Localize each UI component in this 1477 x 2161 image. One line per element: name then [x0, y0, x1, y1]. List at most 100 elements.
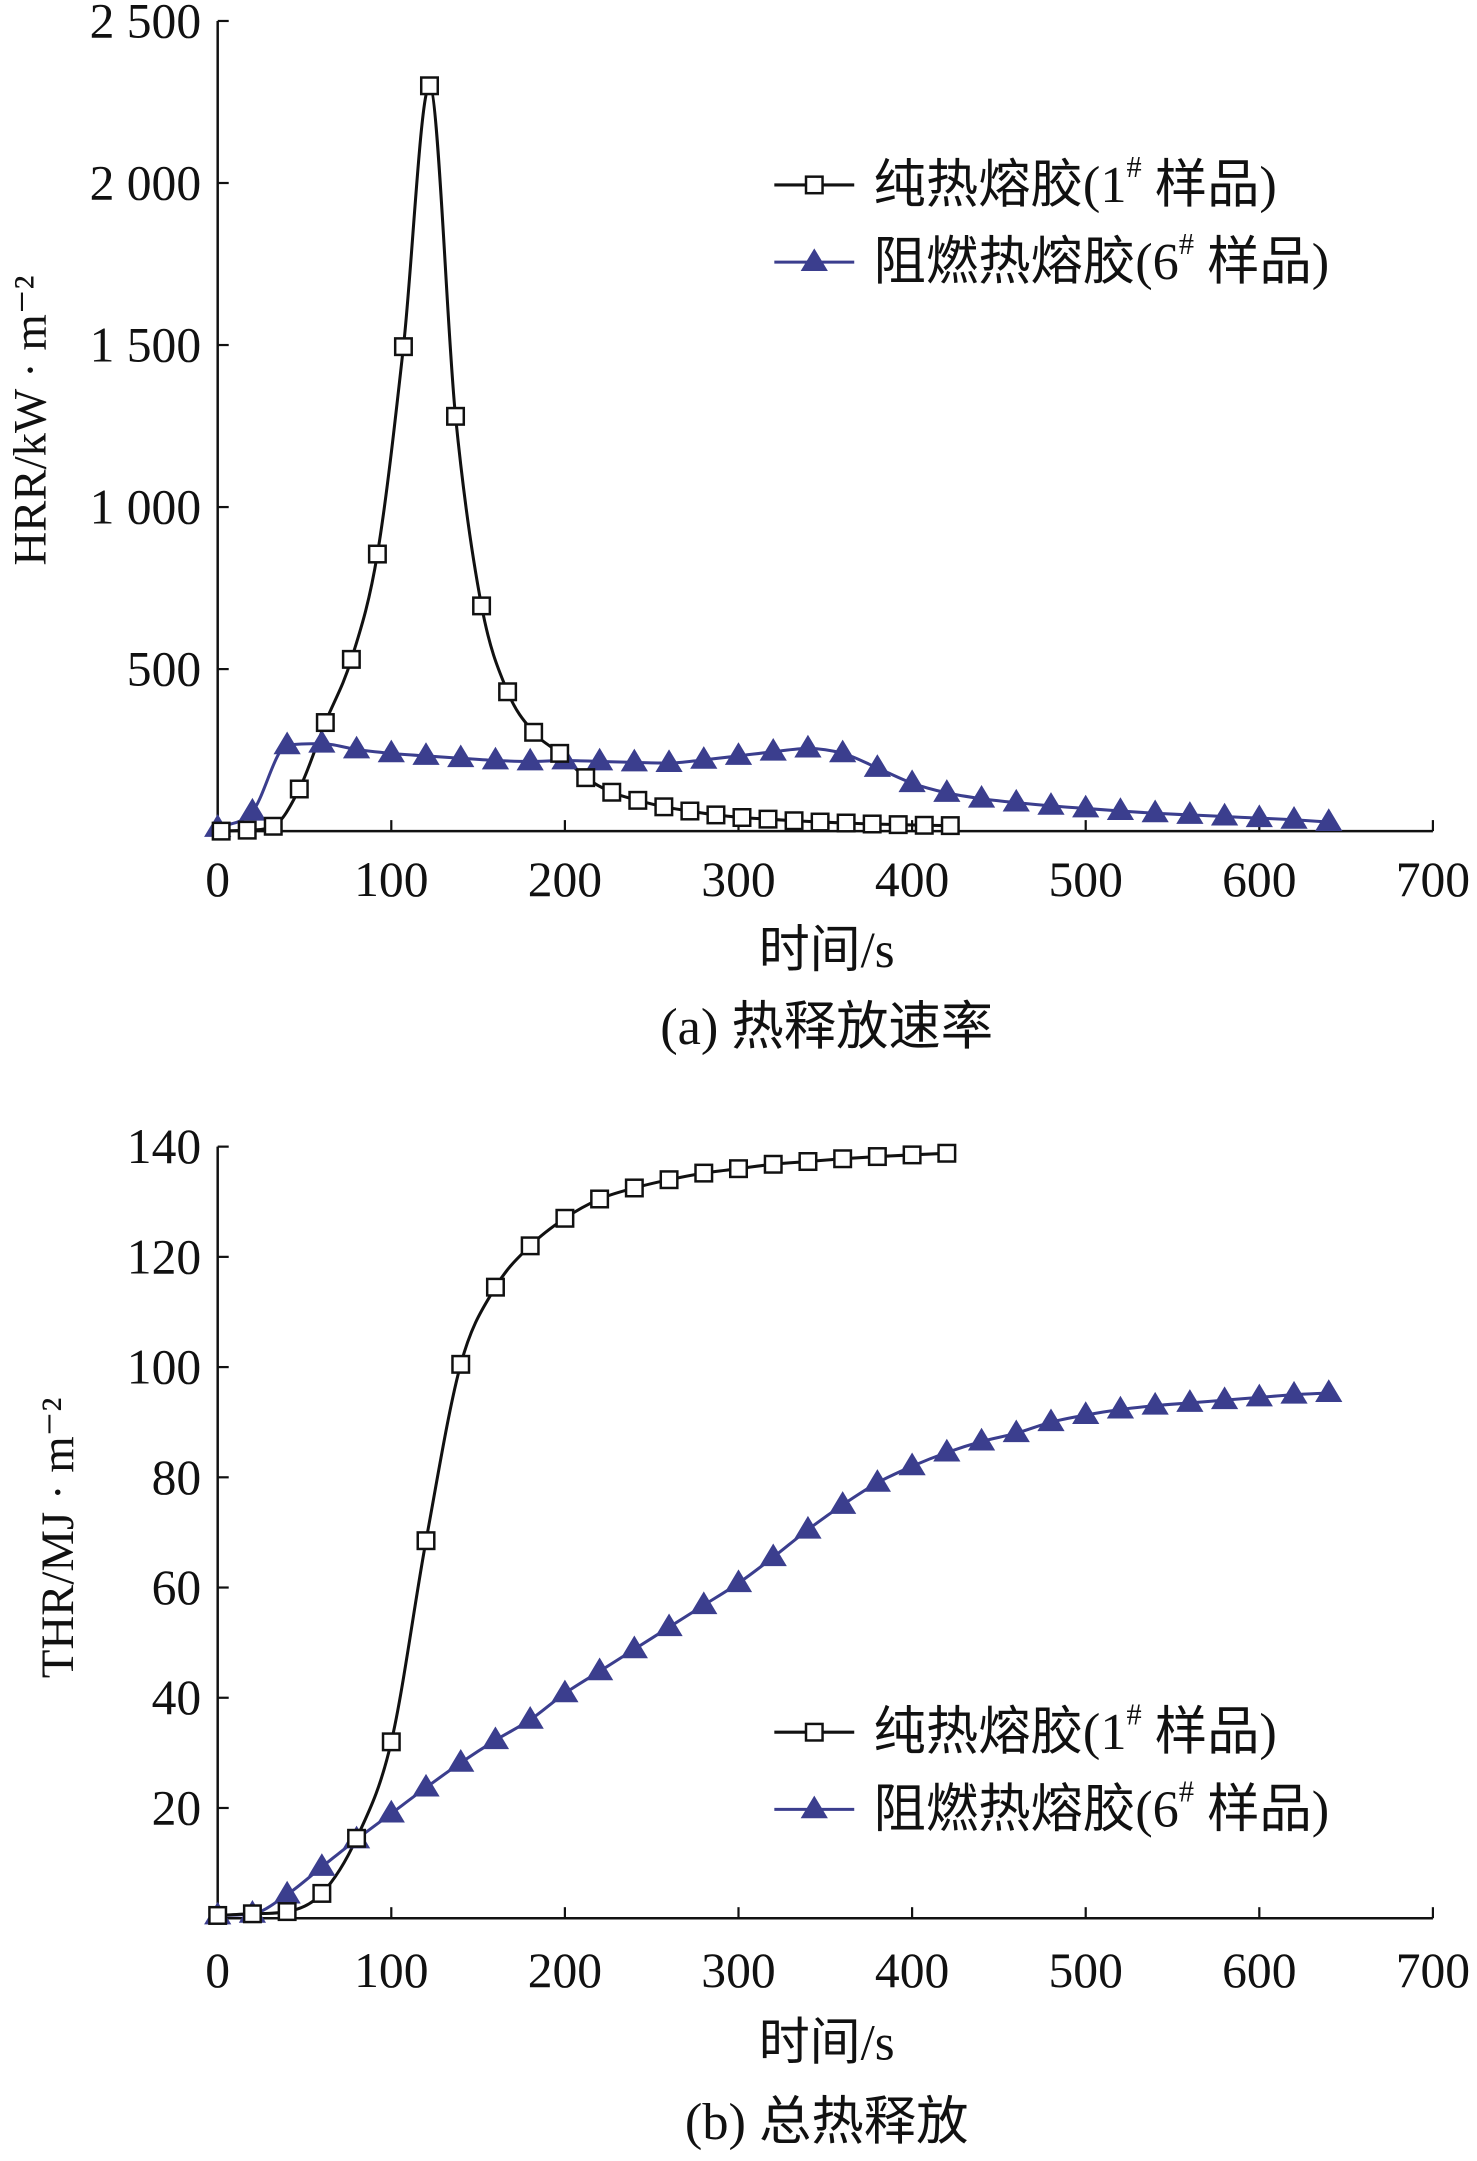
- data-point-square: [937, 1143, 957, 1163]
- data-point-triangle: [1280, 1380, 1308, 1404]
- data-point-square: [381, 1732, 401, 1752]
- series-markers: [204, 729, 1343, 837]
- y-tick-label: 1 000: [90, 480, 202, 535]
- data-point-square: [798, 1152, 818, 1172]
- data-point-square: [315, 713, 335, 733]
- x-tick-label: 100: [354, 1943, 428, 1998]
- x-tick-label: 600: [1222, 1943, 1296, 1998]
- y-axis-label: HRR/kW · m⁻²: [4, 275, 56, 565]
- x-tick-label: 200: [528, 852, 602, 907]
- data-point-triangle: [447, 744, 475, 768]
- legend-entry: 阻燃热熔胶(6# 样品): [774, 227, 1329, 291]
- data-point-square: [732, 808, 752, 828]
- data-point-triangle: [516, 1706, 544, 1729]
- data-point-triangle: [794, 734, 822, 758]
- y-tick-label: 40: [152, 1670, 202, 1725]
- y-tick-label: 2 500: [90, 0, 202, 48]
- data-point-square: [940, 816, 960, 836]
- chart-caption: (a) 热释放速率: [660, 998, 993, 1056]
- data-point-square: [763, 1154, 783, 1174]
- x-tick-label: 200: [528, 1943, 602, 1998]
- x-tick-label: 0: [205, 1943, 230, 1998]
- x-tick-label: 500: [1049, 852, 1123, 907]
- data-point-triangle: [655, 1613, 683, 1637]
- data-point-triangle: [1037, 1408, 1065, 1432]
- data-point-square: [367, 544, 387, 564]
- data-point-triangle: [863, 1469, 891, 1492]
- data-point-triangle: [620, 1635, 648, 1659]
- data-point-square: [451, 1354, 471, 1374]
- data-point-square: [498, 682, 518, 702]
- x-tick-label: 700: [1396, 852, 1470, 907]
- data-point-triangle: [481, 1726, 510, 1750]
- data-point-triangle: [1245, 1383, 1273, 1407]
- chart-caption: (b) 总热释放: [685, 2093, 969, 2151]
- data-point-triangle: [1141, 799, 1169, 823]
- data-point-triangle: [933, 1438, 961, 1462]
- data-point-square: [624, 1178, 644, 1198]
- data-point-triangle: [724, 1569, 753, 1593]
- y-tick-label: 140: [127, 1119, 201, 1174]
- data-point-square: [888, 815, 908, 835]
- x-tick-label: 400: [875, 1943, 949, 1998]
- data-point-square: [555, 1208, 575, 1228]
- data-point-triangle: [412, 742, 440, 765]
- data-point-triangle: [1002, 788, 1030, 812]
- y-tick-label: 1 500: [90, 318, 202, 373]
- data-point-square: [347, 1828, 367, 1848]
- x-tick-label: 700: [1396, 1943, 1470, 1998]
- data-point-triangle: [1106, 797, 1135, 820]
- legend-entry: 纯热熔胶(1# 样品): [774, 1697, 1277, 1761]
- legend-label: 阻燃热熔胶(6# 样品): [874, 227, 1330, 291]
- data-point-triangle: [1176, 1389, 1204, 1412]
- data-point-triangle: [933, 779, 961, 802]
- data-point-triangle: [829, 739, 857, 763]
- y-tick-label: 100: [127, 1340, 201, 1395]
- legend: 纯热熔胶(1# 样品) 阻燃热熔胶(6# 样品): [774, 1697, 1329, 1838]
- x-tick-label: 400: [875, 852, 949, 907]
- data-point-square: [694, 1163, 714, 1183]
- data-point-square: [628, 790, 648, 810]
- data-point-triangle: [863, 754, 891, 777]
- legend-label: 纯热熔胶(1# 样品): [874, 150, 1277, 214]
- data-point-square: [867, 1147, 887, 1167]
- legend-label: 纯热熔胶(1# 样品): [874, 1697, 1277, 1761]
- data-point-triangle: [759, 737, 787, 761]
- data-point-triangle: [1315, 1379, 1343, 1402]
- data-point-square: [485, 1277, 505, 1297]
- x-tick-label: 300: [701, 852, 775, 907]
- data-point-triangle: [1072, 1401, 1100, 1424]
- data-point-triangle: [690, 1591, 718, 1615]
- data-point-triangle: [238, 797, 267, 821]
- data-point-square: [520, 1236, 540, 1256]
- hrr-chart-panel: 0 100 200 300 400 500 600 700 500 1 000 1 500 2 000…: [4, 0, 1470, 1056]
- data-point-square: [810, 812, 830, 832]
- data-point-triangle: [655, 749, 683, 773]
- data-point-square: [550, 743, 570, 763]
- data-point-triangle: [1106, 1395, 1135, 1419]
- data-point-square: [833, 1149, 853, 1169]
- x-tick-label: 0: [205, 852, 230, 907]
- data-point-triangle: [967, 1427, 996, 1451]
- data-point-square: [728, 1159, 749, 1179]
- y-tick-label: 120: [127, 1229, 201, 1284]
- data-point-triangle: [967, 784, 996, 808]
- x-tick-label: 600: [1222, 852, 1296, 907]
- data-point-square: [237, 820, 257, 840]
- data-point-triangle: [620, 748, 648, 772]
- data-point-triangle: [586, 747, 614, 771]
- data-point-triangle: [1280, 806, 1308, 829]
- data-point-square: [654, 797, 674, 817]
- data-point-square: [914, 815, 934, 835]
- data-point-square: [341, 649, 361, 669]
- data-point-triangle: [377, 739, 405, 763]
- data-point-triangle: [342, 735, 371, 759]
- legend-marker-triangle: [800, 248, 828, 272]
- data-point-square: [836, 813, 856, 833]
- data-point-triangle: [1210, 1386, 1239, 1410]
- data-point-square: [312, 1883, 332, 1903]
- y-tick-label: 2 000: [90, 156, 202, 211]
- data-point-triangle: [898, 769, 926, 793]
- data-point-triangle: [829, 1491, 857, 1514]
